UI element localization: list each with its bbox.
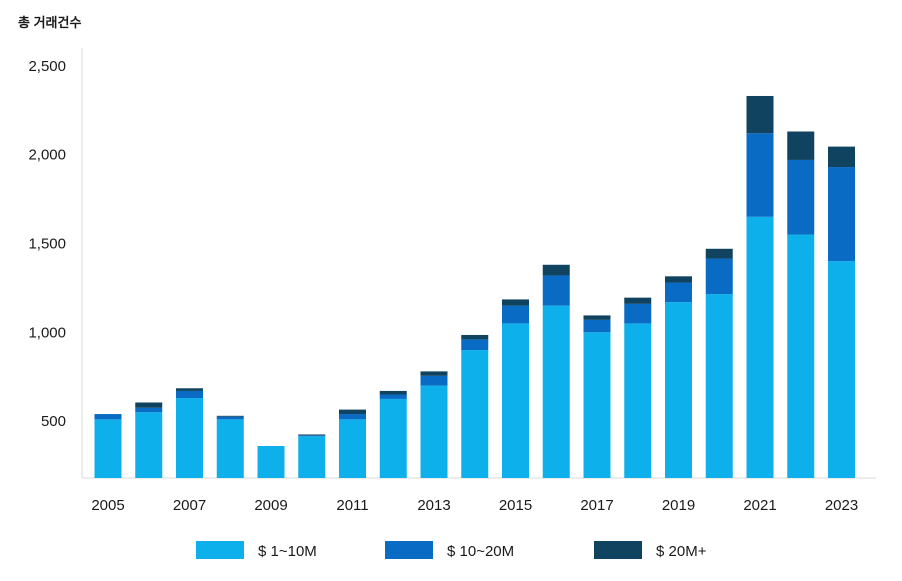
bar-2014-series-0	[461, 350, 489, 478]
x-tick-label: 2017	[580, 497, 613, 514]
bar-2016-series-0	[542, 305, 570, 478]
bar-2023-series-2	[828, 146, 855, 168]
bar-2012-series-2	[379, 390, 407, 395]
y-tick-label: 2,000	[28, 147, 66, 164]
bar-2023-series-0	[828, 261, 855, 478]
bar-2019-series-2	[665, 276, 692, 283]
y-tick-labels: 500 1,000 1,500 2,000 2,500	[28, 58, 66, 430]
bar-2017-series-1	[583, 319, 611, 333]
y-axis-title: 총 거래건수	[18, 15, 81, 30]
bar-2013-series-0	[420, 385, 448, 478]
bar-2010-series-0	[298, 436, 326, 478]
bar-2006-series-0	[135, 412, 163, 478]
legend: $ 1~10M $ 10~20M $ 20M+	[196, 541, 707, 560]
bar-2014-series-1	[461, 339, 489, 351]
x-tick-label: 2005	[91, 497, 124, 514]
x-tick-labels: 2005 2007 2009 2011 2013 2015 2017 2019 2021 2023	[91, 497, 858, 514]
bar-2018-series-2	[624, 297, 652, 304]
bar-2021-series-1	[746, 133, 774, 217]
bar-2010-series-2	[298, 434, 326, 436]
x-tick-label: 2015	[499, 497, 532, 514]
bar-2007-series-0	[176, 398, 203, 478]
bar-2017-series-0	[583, 332, 611, 478]
bar-2012-series-0	[379, 398, 407, 478]
x-tick-label: 2021	[743, 497, 776, 514]
bar-2016-series-2	[542, 264, 570, 276]
bar-2007-series-2	[176, 388, 203, 391]
y-tick-label: 2,500	[28, 58, 66, 75]
bar-2021-series-2	[746, 95, 774, 134]
x-tick-label: 2019	[662, 497, 695, 514]
bar-2018-series-0	[624, 323, 652, 478]
bar-2008-series-1	[216, 416, 244, 420]
bar-2012-series-1	[379, 394, 407, 399]
legend-swatch-2	[594, 541, 642, 559]
bar-2023-series-1	[828, 167, 855, 262]
bar-2008-series-2	[216, 415, 244, 417]
bar-2021-series-0	[746, 216, 774, 479]
x-tick-label: 2013	[417, 497, 450, 514]
bar-2020-series-1	[705, 258, 733, 295]
bar-2022-series-1	[787, 159, 815, 235]
bar-2013-series-2	[420, 371, 448, 376]
bar-2022-series-2	[787, 131, 815, 160]
bar-2011-series-1	[339, 414, 366, 420]
legend-label-2: $ 20M+	[656, 543, 707, 560]
bar-2020-series-0	[705, 294, 733, 478]
bar-2008-series-0	[216, 419, 244, 478]
bar-2015-series-2	[502, 299, 529, 306]
bar-2007-series-1	[176, 390, 203, 399]
bar-2006-series-1	[135, 407, 163, 413]
bar-2010-series-1	[298, 435, 326, 437]
legend-label-1: $ 10~20M	[447, 543, 514, 560]
bar-2018-series-1	[624, 303, 652, 324]
bar-2014-series-2	[461, 334, 489, 340]
bar-2022-series-0	[787, 234, 815, 478]
bar-2005-series-1	[94, 414, 122, 420]
legend-label-0: $ 1~10M	[258, 543, 317, 560]
y-tick-label: 1,500	[28, 235, 66, 252]
bar-2013-series-1	[420, 375, 448, 386]
legend-swatch-1	[385, 541, 433, 559]
bar-2019-series-0	[665, 302, 692, 478]
bar-2005-series-0	[94, 419, 122, 478]
bar-2009-series-0	[257, 446, 285, 478]
y-tick-label: 500	[41, 413, 66, 430]
bar-2015-series-1	[502, 305, 529, 324]
legend-swatch-0	[196, 541, 244, 559]
bars-group	[94, 95, 855, 479]
bar-2006-series-2	[135, 402, 163, 408]
bar-2011-series-2	[339, 409, 366, 415]
bar-2020-series-2	[705, 248, 733, 259]
bar-2017-series-2	[583, 315, 611, 320]
bar-2016-series-1	[542, 275, 570, 306]
bar-2011-series-0	[339, 419, 366, 478]
x-tick-label: 2007	[173, 497, 206, 514]
x-tick-label: 2009	[254, 497, 287, 514]
bar-2019-series-1	[665, 282, 692, 303]
bar-2015-series-0	[502, 323, 529, 478]
x-tick-label: 2023	[825, 497, 858, 514]
x-tick-label: 2011	[336, 497, 368, 514]
y-tick-label: 1,000	[28, 324, 66, 341]
